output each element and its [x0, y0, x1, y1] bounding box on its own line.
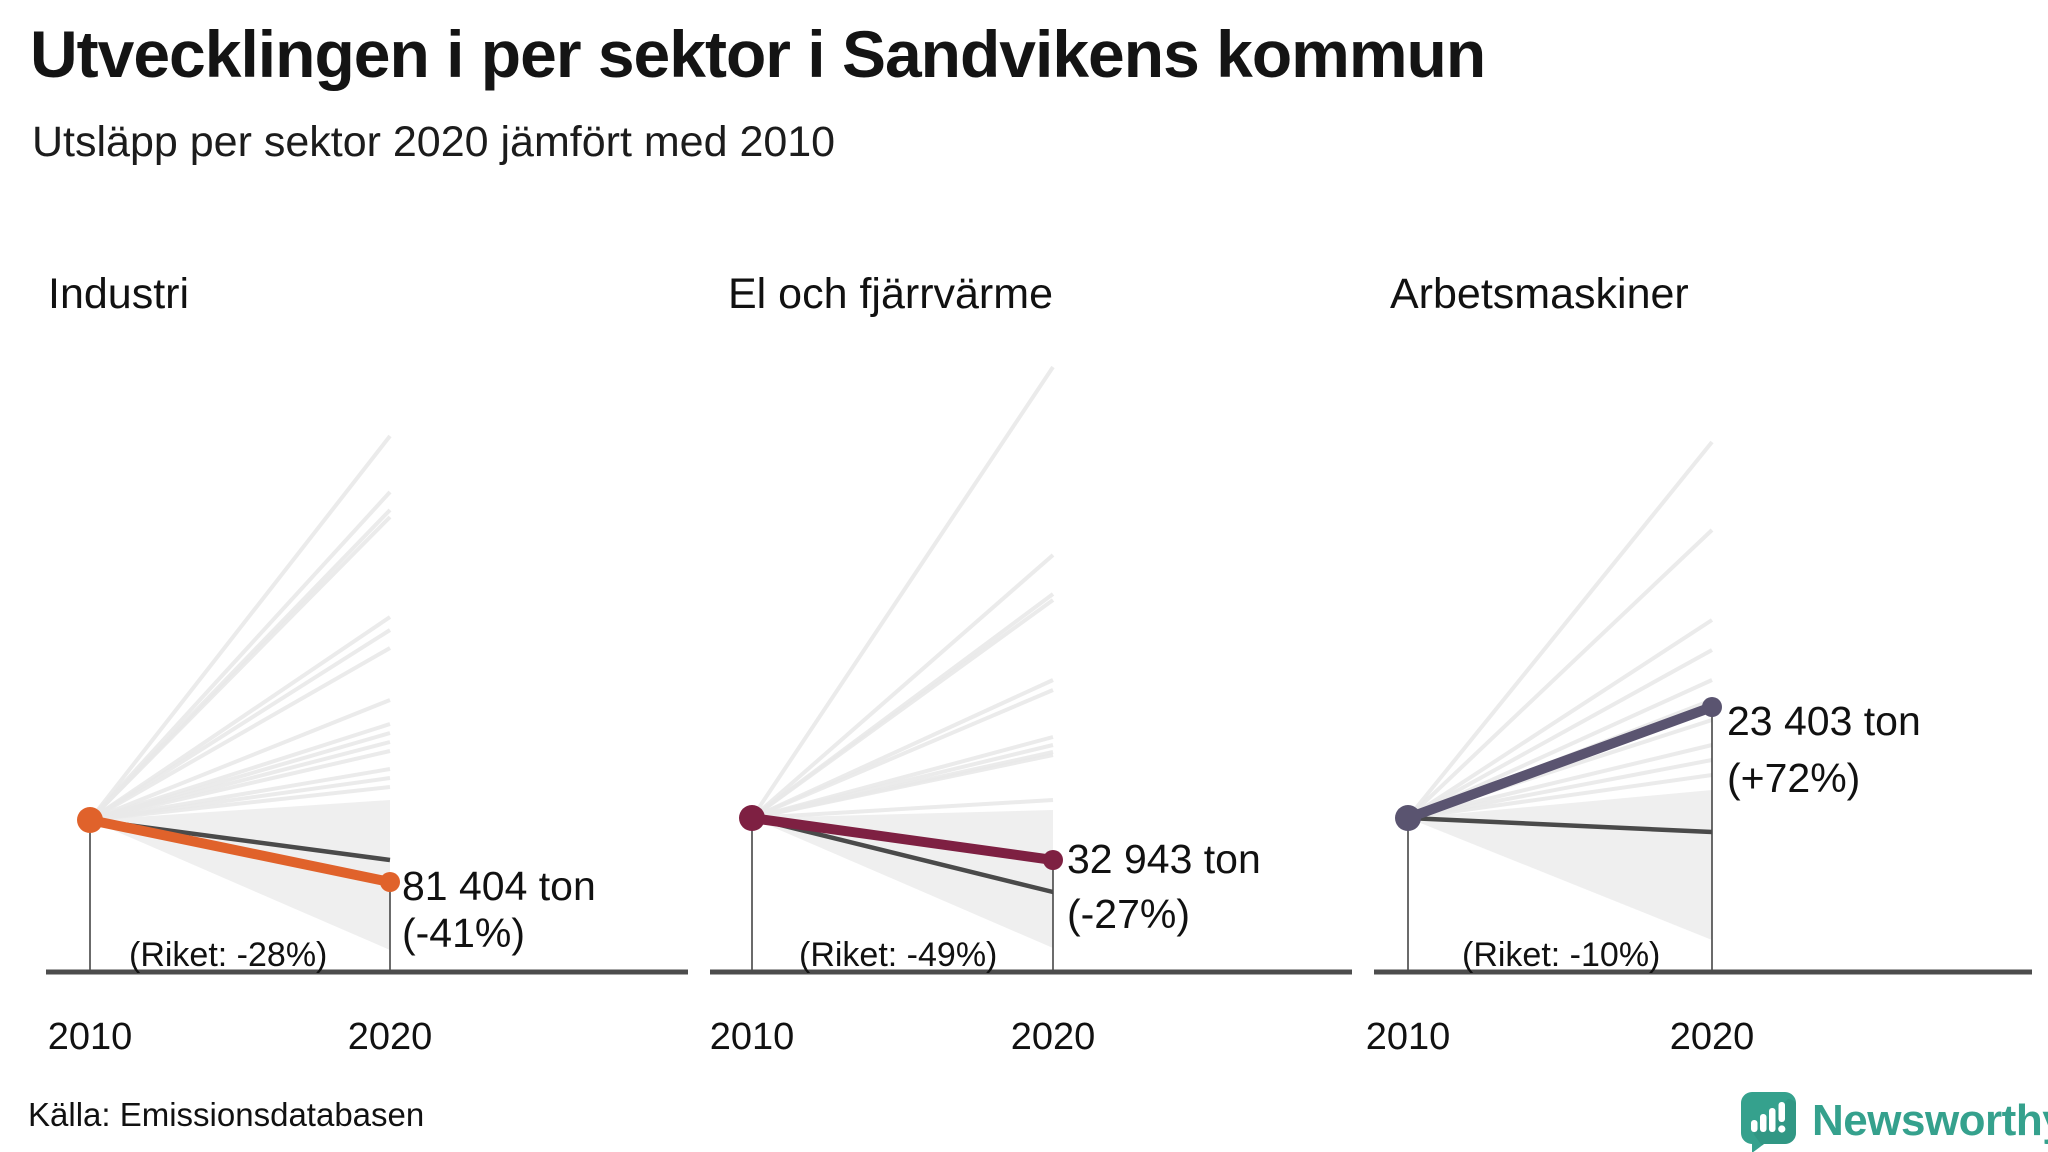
- comparison-line: [751, 753, 1054, 820]
- comparison-line: [88, 628, 392, 822]
- comparison-line: [750, 598, 1055, 820]
- comparison-line: [1407, 758, 1713, 820]
- riket-label: (Riket: -28%): [129, 936, 327, 974]
- value-label-ton: 23 403 ton: [1727, 698, 1921, 744]
- source-attribution: Källa: Emissionsdatabasen: [28, 1096, 425, 1133]
- comparison-line: [89, 749, 391, 822]
- data-point-2010: [1395, 805, 1421, 831]
- comparison-line: [1406, 618, 1714, 820]
- value-label-ton: 81 404 ton: [402, 863, 596, 909]
- comparison-line: [750, 365, 1055, 820]
- comparison-line: [88, 515, 392, 822]
- slope-chart-el-och-fjarrvarme: 32 943 ton (-27%) (Riket: -49%) 2010 2020: [687, 300, 1387, 1070]
- comparison-line: [1407, 773, 1713, 820]
- chart-title-industri: Industri: [48, 270, 190, 318]
- slope-chart-industri: 81 404 ton (-41%) (Riket: -28%) 2010 2020: [25, 300, 725, 1070]
- comparison-line: [89, 698, 391, 822]
- chart-svg: 23 403 ton (+72%) (Riket: -10%) 2010 2020: [1366, 440, 2032, 1058]
- tick-label-2010: 2010: [48, 1016, 133, 1058]
- riket-label: (Riket: -10%): [1462, 936, 1660, 974]
- page-subtitle: Utsläpp per sektor 2020 jämfört med 2010: [32, 118, 836, 166]
- comparison-line: [751, 688, 1054, 820]
- municipality-line: [85, 815, 395, 887]
- chart-svg: 81 404 ton(-41%) (Riket: -28%) 2010 2020: [46, 434, 688, 1058]
- data-point-2020: [1702, 697, 1722, 717]
- comparison-line: [1406, 440, 1714, 820]
- riket-line: [751, 815, 1054, 895]
- municipality-line: [747, 813, 1058, 865]
- comparison-line: [751, 798, 1054, 820]
- tick-label-2010: 2010: [710, 1016, 795, 1058]
- riket-label: (Riket: -49%): [799, 936, 997, 974]
- value-label-ton: 32 943 ton: [1067, 836, 1261, 882]
- newsworthy-logo: Newsworthy: [1740, 1090, 2048, 1152]
- value-label-pct: (-27%): [1067, 891, 1190, 937]
- chart-title-el-och-fjarrvarme: El och fjärrvärme: [728, 270, 1053, 318]
- tick-label-2020: 2020: [348, 1016, 433, 1058]
- chart-svg: 32 943 ton (-27%) (Riket: -49%) 2010 2020: [710, 365, 1352, 1058]
- data-point-2010: [739, 805, 765, 831]
- comparison-line: [88, 434, 392, 822]
- data-point-2010: [77, 807, 103, 833]
- tick-label-2020: 2020: [1011, 1016, 1096, 1058]
- comparison-line: [89, 646, 391, 822]
- chart-title-arbetsmaskiner: Arbetsmaskiner: [1390, 270, 1689, 318]
- slope-chart-arbetsmaskiner: 23 403 ton (+72%) (Riket: -10%) 2010 2020: [1351, 300, 2048, 1070]
- data-point-2020: [380, 872, 400, 892]
- comparison-line: [1407, 648, 1713, 820]
- value-label-pct: (+72%): [1727, 755, 1860, 801]
- municipality-line: [1403, 702, 1717, 823]
- page-title: Utvecklingen i per sektor i Sandvikens k…: [30, 17, 1486, 91]
- data-point-2020: [1043, 850, 1063, 870]
- comparison-line: [89, 785, 391, 822]
- speech-bubble-barchart-icon: [1741, 1092, 1796, 1152]
- value-label-pct: (-41%): [402, 910, 525, 956]
- tick-label-2010: 2010: [1366, 1016, 1451, 1058]
- comparison-line: [1406, 528, 1714, 820]
- comparison-line: [88, 490, 392, 822]
- comparison-line: [750, 553, 1055, 820]
- riket-line: [1407, 815, 1713, 835]
- tick-label-2020: 2020: [1670, 1016, 1755, 1058]
- newsworthy-logo-text: Newsworthy: [1812, 1096, 2048, 1145]
- comparison-line: [1407, 743, 1713, 820]
